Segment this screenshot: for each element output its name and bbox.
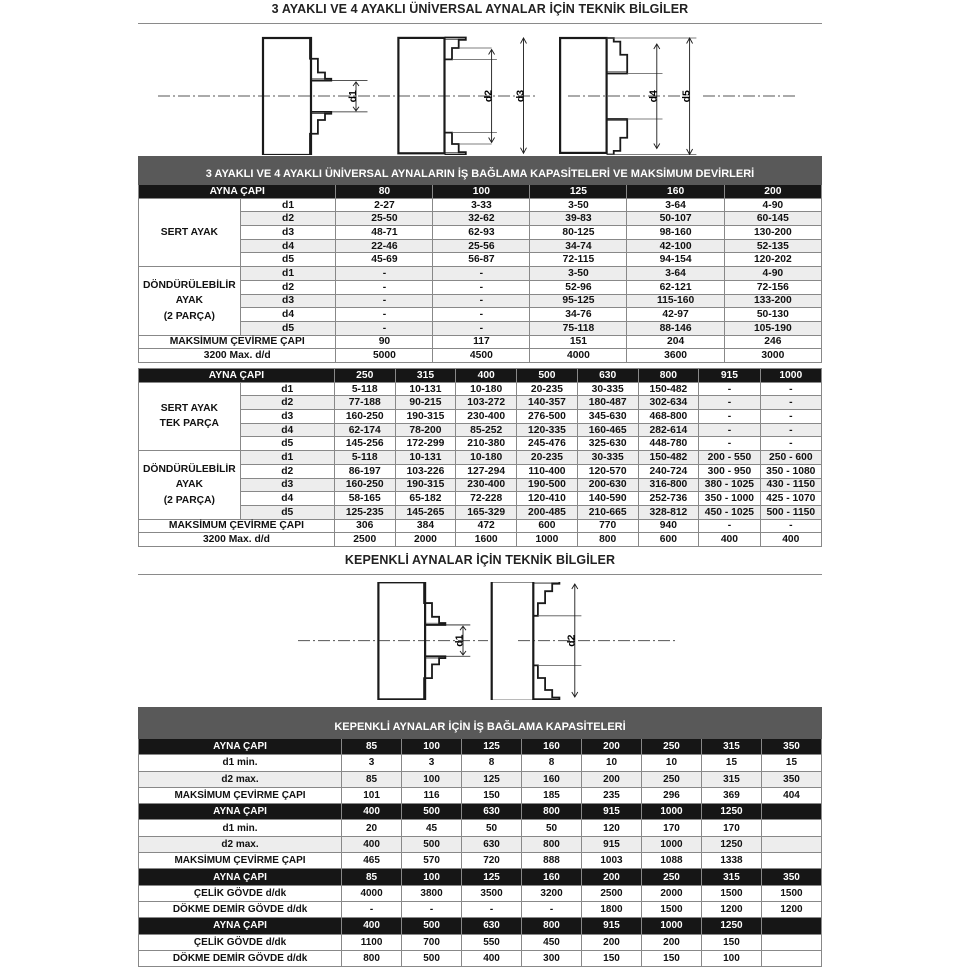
svg-text:d2: d2: [483, 90, 495, 102]
svg-text:d4: d4: [648, 90, 660, 102]
svg-text:d2: d2: [565, 634, 577, 646]
svg-text:d3: d3: [515, 90, 527, 102]
svg-text:d1: d1: [453, 634, 465, 646]
svg-text:d1: d1: [347, 90, 359, 102]
svg-text:d5: d5: [680, 90, 692, 102]
